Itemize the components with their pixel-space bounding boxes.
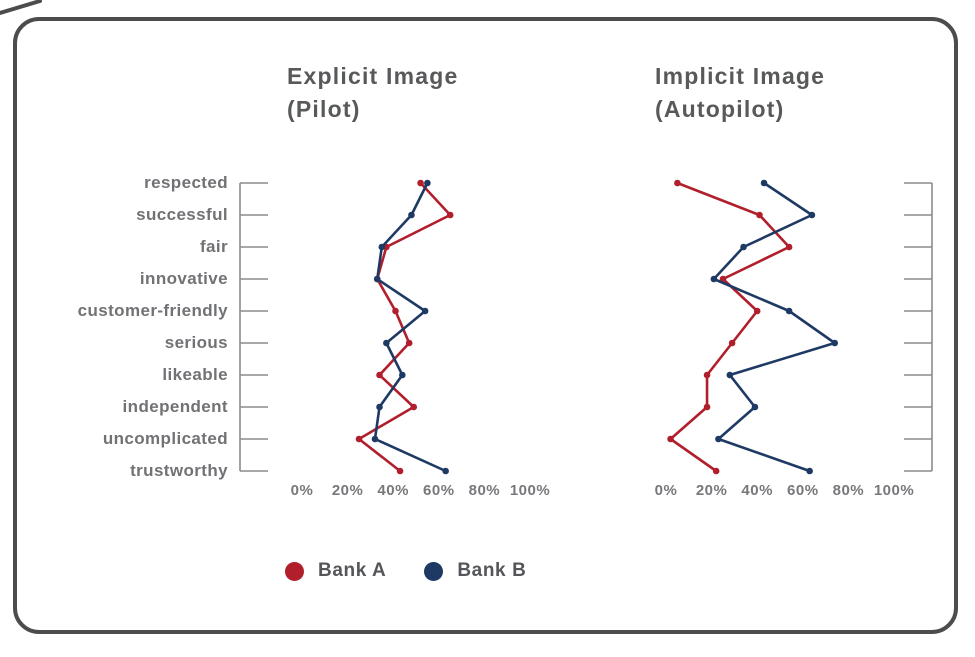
x-tick-label: 20% — [695, 482, 728, 499]
x-tick-label: 100% — [873, 482, 915, 499]
panel-title-explicit: Explicit Image (Pilot) — [287, 60, 458, 126]
x-tick-label: 80% — [468, 482, 501, 499]
legend: Bank A Bank B — [285, 560, 526, 582]
bank-b-dot-icon — [424, 561, 444, 581]
x-tick-label: 40% — [741, 482, 773, 499]
legend-label-bank-a: Bank A — [318, 560, 387, 581]
category-label-independent: independent — [122, 397, 228, 416]
x-tick-label: 20% — [331, 482, 364, 499]
panel-title-implicit: Implicit Image (Autopilot) — [655, 60, 825, 126]
panel-title-text: Explicit Image — [287, 63, 459, 89]
category-label-customer-friendly: customer-friendly — [77, 301, 228, 320]
category-label-trustworthy: trustworthy — [130, 461, 228, 480]
category-label-successful: successful — [136, 205, 228, 224]
x-tick-label: 60% — [423, 482, 455, 499]
x-tick-label: 0% — [654, 482, 678, 499]
x-tick-label: 80% — [832, 482, 865, 499]
panel-title-text: Implicit Image — [655, 63, 826, 89]
bank-a-dot-icon — [285, 561, 304, 581]
category-label-respected: respected — [144, 173, 228, 192]
panel-subtitle-text: (Autopilot) — [655, 96, 785, 122]
x-tick-label: 100% — [509, 482, 551, 499]
category-label-fair: fair — [199, 237, 228, 256]
category-label-innovative: innovative — [139, 269, 228, 288]
legend-label-bank-b: Bank B — [457, 560, 527, 581]
corner-accent-line — [0, 0, 42, 15]
legend-item-bank-b: Bank B — [424, 560, 526, 582]
x-tick-label: 0% — [290, 482, 314, 499]
panel-subtitle-text: (Pilot) — [287, 96, 361, 122]
x-tick-label: 60% — [787, 482, 819, 499]
legend-item-bank-a: Bank A — [285, 560, 386, 582]
category-label-serious: serious — [164, 333, 228, 352]
x-tick-label: 40% — [377, 482, 409, 499]
category-label-uncomplicated: uncomplicated — [102, 429, 228, 448]
category-label-likeable: likeable — [162, 365, 228, 384]
